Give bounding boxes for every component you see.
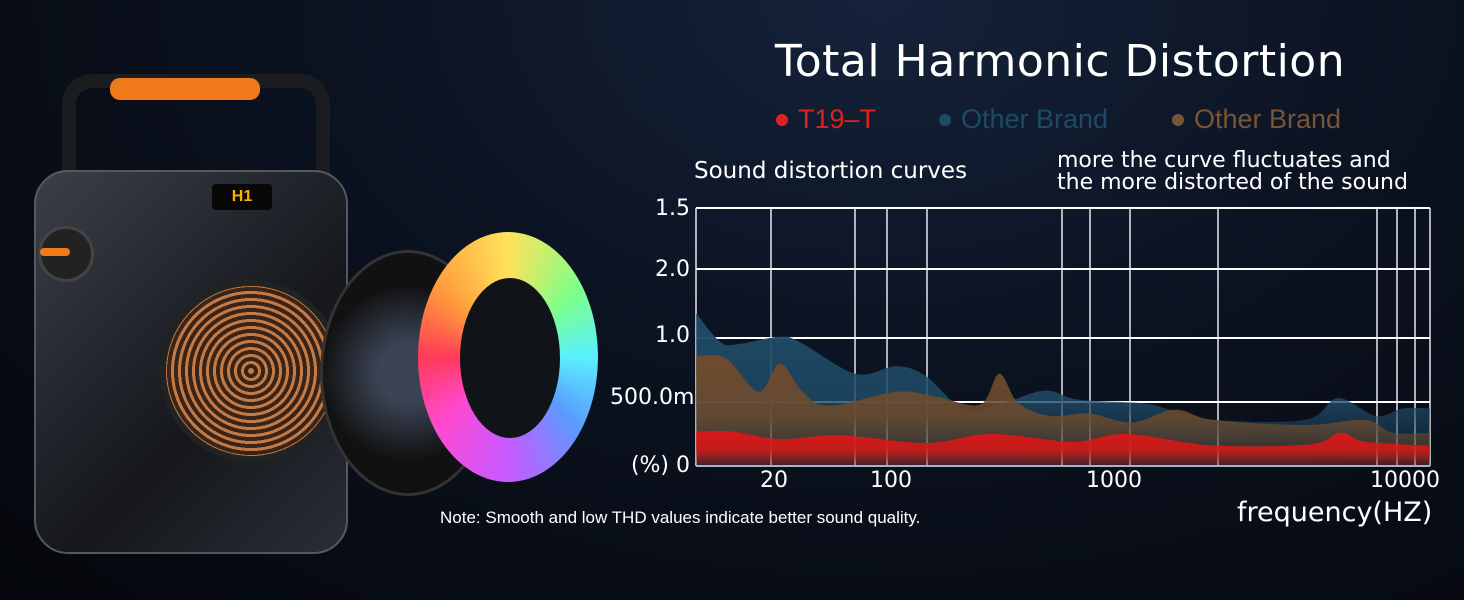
legend-item-other-brown: Other Brand — [1172, 104, 1341, 135]
rgb-light-ring-hole — [460, 278, 560, 438]
legend-dot-blue — [939, 113, 951, 126]
knob-orange-tab — [40, 248, 70, 256]
legend-dot-brown — [1172, 113, 1184, 126]
ytick-label: 1.5 — [655, 196, 690, 221]
xtick-label: 20 — [760, 468, 788, 493]
legend-item-other-blue: Other Brand — [939, 104, 1108, 135]
legend-label: Other Brand — [961, 104, 1109, 134]
xtick-label: 100 — [870, 468, 912, 493]
led-display: H1 — [212, 184, 272, 210]
ytick-label: 2.0 — [655, 257, 690, 282]
chart-title: Total Harmonic Distortion — [774, 36, 1346, 87]
annotation-line-2: the more distorted of the sound — [1057, 170, 1408, 195]
area-other-brand-brown — [696, 355, 1430, 466]
xtick-label: 10000 — [1370, 468, 1440, 493]
product-image: H1 — [0, 60, 620, 580]
ytick-label: (%) 0 — [630, 453, 690, 478]
legend-label: Other Brand — [1194, 104, 1342, 134]
x-axis-label: frequency(HZ) — [1237, 497, 1433, 528]
woofer — [160, 280, 342, 462]
ytick-label: 500.0m — [610, 385, 695, 410]
chart-note: Note: Smooth and low THD values indicate… — [440, 508, 921, 527]
speaker-handle-grip — [110, 78, 260, 100]
area-t19-t — [696, 430, 1430, 466]
annotation-line-1: more the curve fluctuates and — [1057, 148, 1391, 173]
legend-label: T19–T — [798, 104, 877, 134]
legend-dot-red — [776, 113, 788, 126]
chart-subtitle: Sound distortion curves — [694, 158, 968, 184]
chart-annotation: more the curve fluctuates and the more d… — [1057, 150, 1408, 194]
ytick-label: 1.0 — [655, 323, 690, 348]
legend-item-t19: T19–T — [776, 104, 876, 135]
xtick-label: 1000 — [1086, 468, 1142, 493]
